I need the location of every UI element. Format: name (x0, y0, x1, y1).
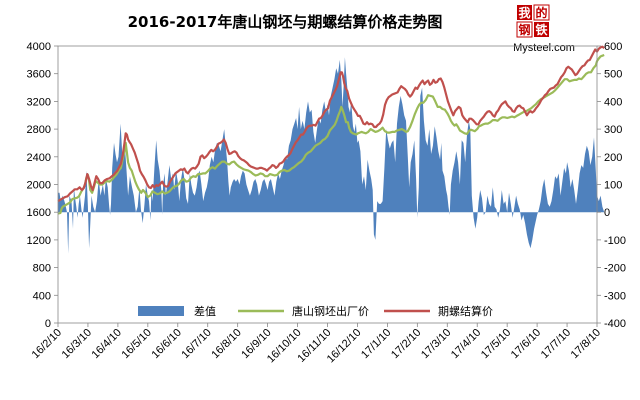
y-left-tick-label: 2400 (27, 152, 51, 164)
logo-box-2 (533, 4, 550, 21)
logo-box-1 (517, 5, 532, 20)
y-right-tick-label: -400 (604, 318, 626, 330)
plot-area (57, 45, 605, 254)
y-left-tick-label: 1600 (27, 207, 51, 219)
y-left-tick-label: 3600 (27, 69, 51, 81)
y-right-tick-label: 200 (604, 152, 622, 164)
y-right-tick-label: 100 (604, 180, 622, 192)
legend-label-billet: 唐山钢坯出厂价 (292, 304, 369, 318)
y-right-tick-label: 500 (604, 69, 622, 81)
logo-brand: Mysteel.com (513, 42, 575, 54)
y-left-tick-label: 4000 (27, 41, 51, 53)
y-right-tick-label: 300 (604, 124, 622, 136)
legend-swatch-spread (138, 306, 184, 316)
logo-char-3: 钢 (518, 22, 530, 37)
series-line-rebar (57, 45, 605, 203)
y-left-tick-label: 2000 (27, 180, 51, 192)
legend: 差值 唐山钢坯出厂价 期螺结算价 (138, 304, 493, 318)
y-left-tick-label: 800 (33, 263, 51, 275)
series-area-spread (58, 57, 605, 254)
legend-label-rebar: 期螺结算价 (438, 304, 493, 318)
logo-char-4: 铁 (535, 22, 547, 37)
y-left-tick-label: 1200 (27, 235, 51, 247)
y-left-tick-label: 3200 (27, 96, 51, 108)
series-line-billet (57, 53, 605, 215)
logo-box-3 (516, 21, 533, 38)
y-left-tick-label: 2800 (27, 124, 51, 136)
chart-title: 2016-2017年唐山钢坯与期螺结算价格走势图 (128, 13, 443, 31)
mysteel-logo: 我 的 钢 铁 Mysteel.com (513, 4, 575, 54)
logo-char-2: 的 (535, 5, 547, 20)
y-left-tick-label: 0 (45, 318, 51, 330)
logo-box-4 (534, 22, 549, 37)
legend-label-spread: 差值 (194, 304, 216, 318)
y-right-tick-label: -100 (604, 235, 626, 247)
y-right-tick-label: 400 (604, 96, 622, 108)
y-right-tick-label: -300 (604, 290, 626, 302)
logo-char-1: 我 (518, 5, 530, 20)
y-right-tick-label: 600 (604, 41, 622, 53)
y-right-tick-label: -200 (604, 263, 626, 275)
y-left-tick-label: 400 (33, 290, 51, 302)
y-right-tick-label: 0 (604, 207, 610, 219)
